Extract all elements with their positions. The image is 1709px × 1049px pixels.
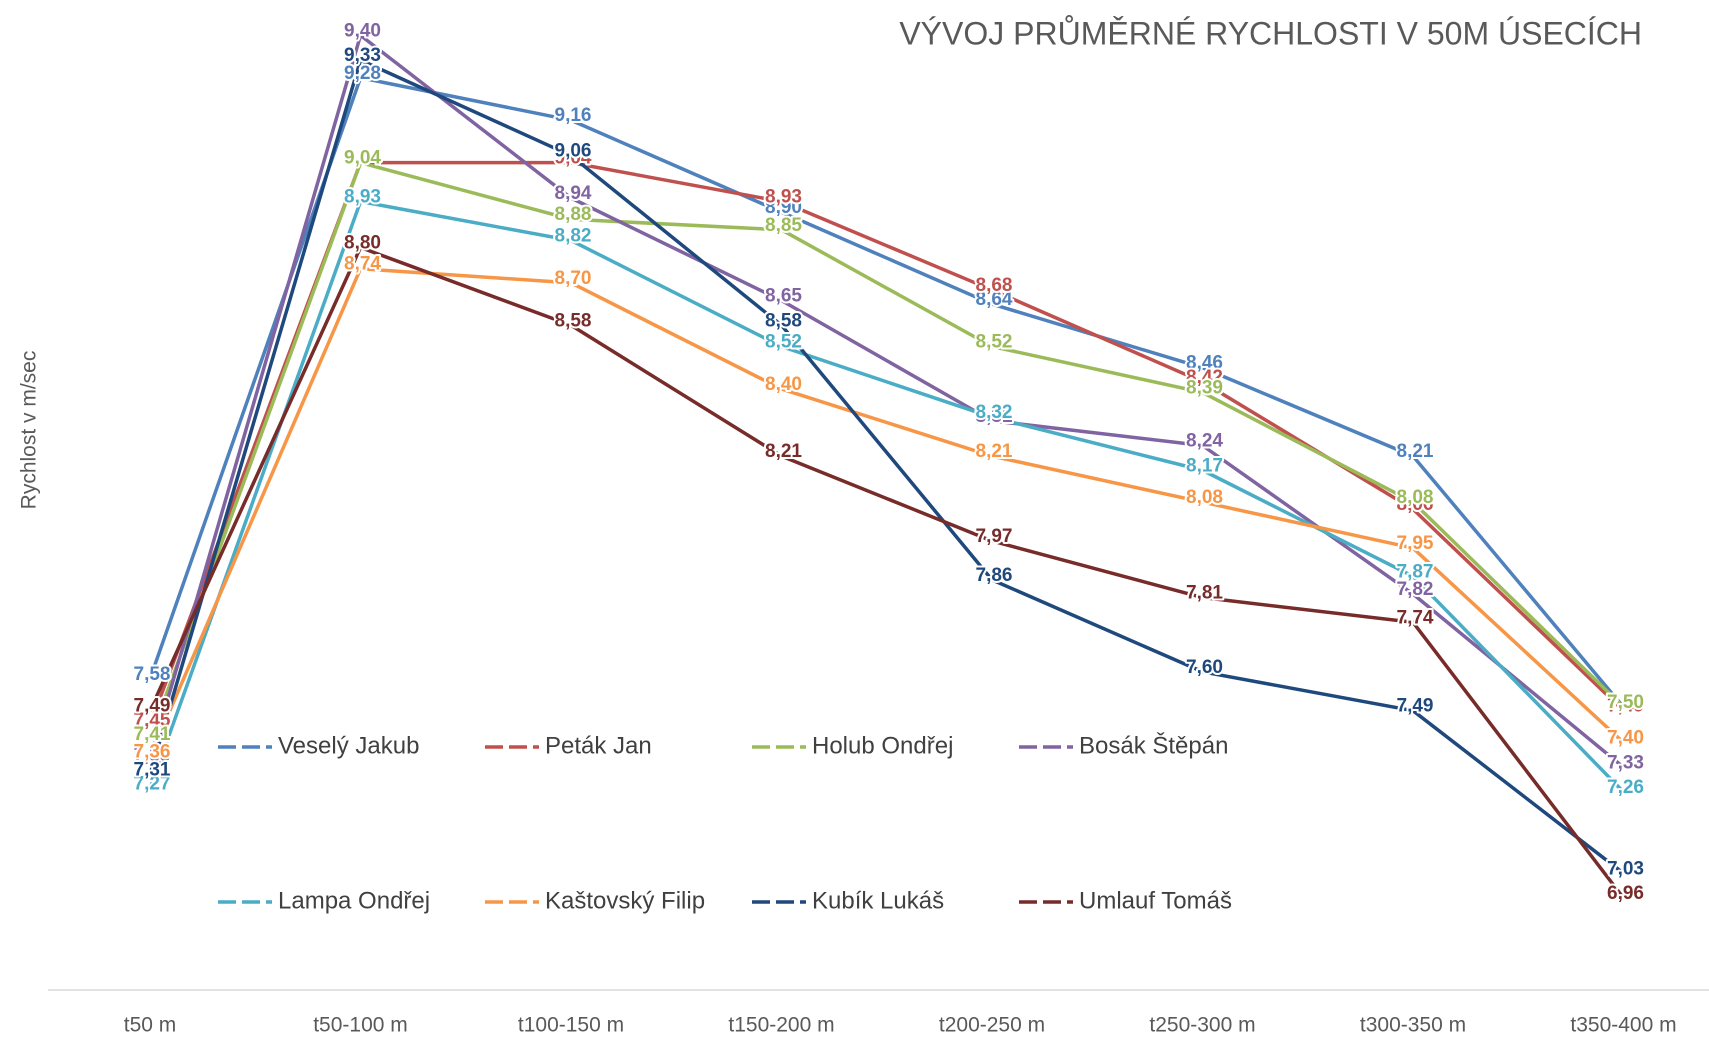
data-label: 7,50 xyxy=(1607,692,1644,713)
data-label: 7,35 xyxy=(134,745,171,766)
data-label: 8,70 xyxy=(555,268,592,289)
data-label: 8,94 xyxy=(555,183,592,204)
series-line xyxy=(148,245,1625,900)
data-label: 8,82 xyxy=(555,225,592,246)
data-label: 9,33 xyxy=(344,45,381,66)
data-label: 9,04 xyxy=(555,148,592,169)
data-label: 8,65 xyxy=(765,286,802,307)
series-line xyxy=(148,33,1625,769)
legend-label: Kaštovský Filip xyxy=(545,887,705,914)
data-label: 9,04 xyxy=(344,148,381,169)
data-label: 7,49 xyxy=(1397,696,1434,717)
legend-label: Umlauf Tomáš xyxy=(1079,887,1232,914)
y-axis-label: Rychlost v m/sec xyxy=(18,351,41,510)
legend-label: Lampa Ondřej xyxy=(278,887,430,914)
data-label: 7,74 xyxy=(1397,607,1434,628)
chart-title: VÝVOJ PRŮMĚRNÉ RYCHLOSTI V 50M ÚSECÍCH xyxy=(899,15,1642,51)
data-label: 8,46 xyxy=(1186,353,1223,374)
data-label: 8,24 xyxy=(1186,431,1223,452)
x-tick-label: t50-100 m xyxy=(313,1014,408,1037)
data-label: 7,41 xyxy=(134,724,171,745)
data-label: 8,85 xyxy=(765,215,802,236)
series-line xyxy=(148,160,1625,740)
data-label: 8,93 xyxy=(344,187,381,208)
data-label: 7,86 xyxy=(976,565,1013,586)
data-label: 7,03 xyxy=(1607,858,1644,879)
data-label: 9,16 xyxy=(555,105,592,126)
data-label: 7,49 xyxy=(134,696,171,717)
data-label: 7,82 xyxy=(1397,579,1434,600)
data-label: 8,52 xyxy=(976,332,1013,353)
legend-label: Bosák Štěpán xyxy=(1079,731,1228,759)
series-line xyxy=(148,266,1625,758)
data-label: 8,74 xyxy=(344,254,381,275)
data-label: 8,58 xyxy=(765,310,802,331)
data-label: 7,50 xyxy=(1607,692,1644,713)
data-label: 8,21 xyxy=(1397,441,1434,462)
data-label: 9,40 xyxy=(344,20,381,41)
data-label: 7,81 xyxy=(1186,583,1223,604)
data-label: 8,93 xyxy=(765,187,802,208)
x-tick-label: t100-150 m xyxy=(518,1014,624,1037)
data-label: 8,31 xyxy=(976,406,1013,427)
legend-label: Holub Ondřej xyxy=(812,732,953,759)
data-label: 8,40 xyxy=(765,374,802,395)
data-label: 6,96 xyxy=(1607,883,1644,904)
legend-label: Veselý Jakub xyxy=(278,732,419,759)
legend-label: Peták Jan xyxy=(545,732,652,759)
x-tick-label: t350-400 m xyxy=(1570,1014,1676,1037)
data-label: 7,45 xyxy=(134,710,171,731)
data-label: 8,06 xyxy=(1397,494,1434,515)
data-label: 7,49 xyxy=(1607,696,1644,717)
data-label: 8,52 xyxy=(765,332,802,353)
data-label: 7,40 xyxy=(1607,728,1644,749)
data-label: 8,90 xyxy=(765,197,802,218)
x-tick-label: t150-200 m xyxy=(728,1014,834,1037)
data-label: 8,68 xyxy=(976,275,1013,296)
data-label: 8,88 xyxy=(555,204,592,225)
x-tick-label: t250-300 m xyxy=(1149,1014,1255,1037)
legend-label: Kubík Lukáš xyxy=(812,887,944,914)
data-label: 8,80 xyxy=(344,233,381,254)
data-label: 9,04 xyxy=(344,148,381,169)
data-label: 7,95 xyxy=(1397,533,1434,554)
data-label: 8,32 xyxy=(976,402,1013,423)
data-label: 9,06 xyxy=(555,141,592,162)
data-label: 7,87 xyxy=(1397,561,1434,582)
series-line xyxy=(148,199,1625,794)
data-label: 8,58 xyxy=(555,310,592,331)
data-label: 8,39 xyxy=(1186,377,1223,398)
data-label: 7,27 xyxy=(134,773,171,794)
data-label: 9,28 xyxy=(344,63,381,84)
data-label: 7,36 xyxy=(134,742,171,763)
data-label: 7,58 xyxy=(134,664,171,685)
data-label: 8,42 xyxy=(1186,367,1223,388)
data-label: 8,64 xyxy=(976,289,1013,310)
data-label: 8,17 xyxy=(1186,455,1223,476)
x-tick-label: t200-250 m xyxy=(939,1014,1045,1037)
x-tick-label: t50 m xyxy=(124,1014,177,1037)
data-label: 7,33 xyxy=(1607,752,1644,773)
data-label: 7,31 xyxy=(134,759,171,780)
series-line xyxy=(148,76,1625,709)
data-label: 7,60 xyxy=(1186,657,1223,678)
data-label: 8,08 xyxy=(1397,487,1434,508)
data-label: 8,21 xyxy=(765,441,802,462)
data-label: 7,26 xyxy=(1607,777,1644,798)
x-tick-label: t300-350 m xyxy=(1360,1014,1466,1037)
data-label: 8,08 xyxy=(1186,487,1223,508)
series-line xyxy=(148,160,1625,726)
data-label: 8,21 xyxy=(976,441,1013,462)
series-line xyxy=(148,58,1625,875)
data-label: 7,97 xyxy=(976,526,1013,547)
